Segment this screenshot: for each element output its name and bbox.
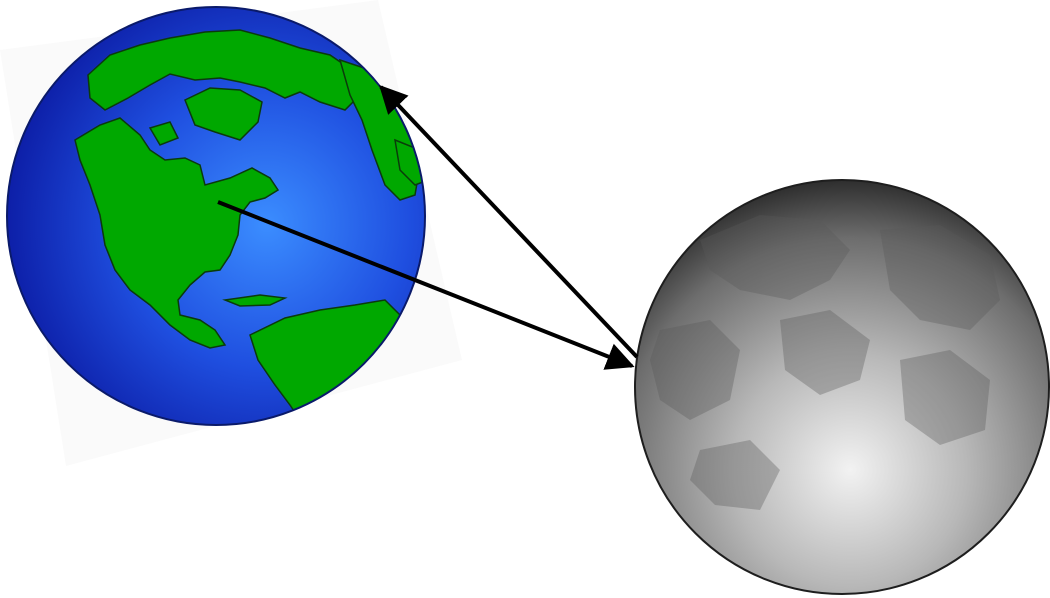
earth xyxy=(6,6,426,426)
arrow-earth-to-moon xyxy=(217,200,635,370)
arrow-moon-to-earth xyxy=(379,84,639,359)
moon-surface xyxy=(635,180,1049,594)
moon xyxy=(634,179,1050,595)
earth-landmasses xyxy=(74,29,425,422)
moon-maria xyxy=(650,215,1000,510)
